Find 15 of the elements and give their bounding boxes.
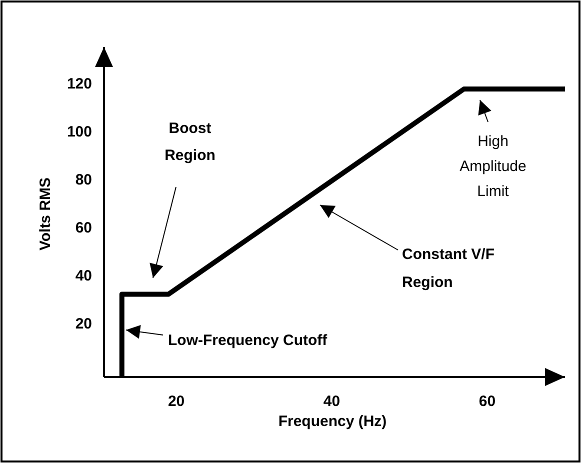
annotation: Boost Region	[164, 120, 216, 164]
x-tick-label: 60	[478, 393, 496, 410]
y-tick-label: 20	[75, 315, 92, 332]
annotation: Constant V/F Region	[402, 246, 494, 291]
annotation: Low-Frequency Cutoff	[168, 332, 328, 349]
y-tick-label: 40	[75, 267, 92, 284]
x-tick-label: 40	[323, 393, 340, 410]
x-tick-label: 20	[168, 393, 185, 410]
annotation: High Amplitude Limit	[460, 133, 526, 200]
y-tick-label: 80	[75, 171, 92, 188]
y-tick-label: 120	[66, 75, 92, 92]
y-tick-label: 60	[75, 219, 92, 236]
y-axis-title: Volts RMS	[37, 177, 54, 251]
y-tick-label: 100	[66, 123, 92, 140]
x-axis-title: Frequency (Hz)	[278, 413, 387, 430]
